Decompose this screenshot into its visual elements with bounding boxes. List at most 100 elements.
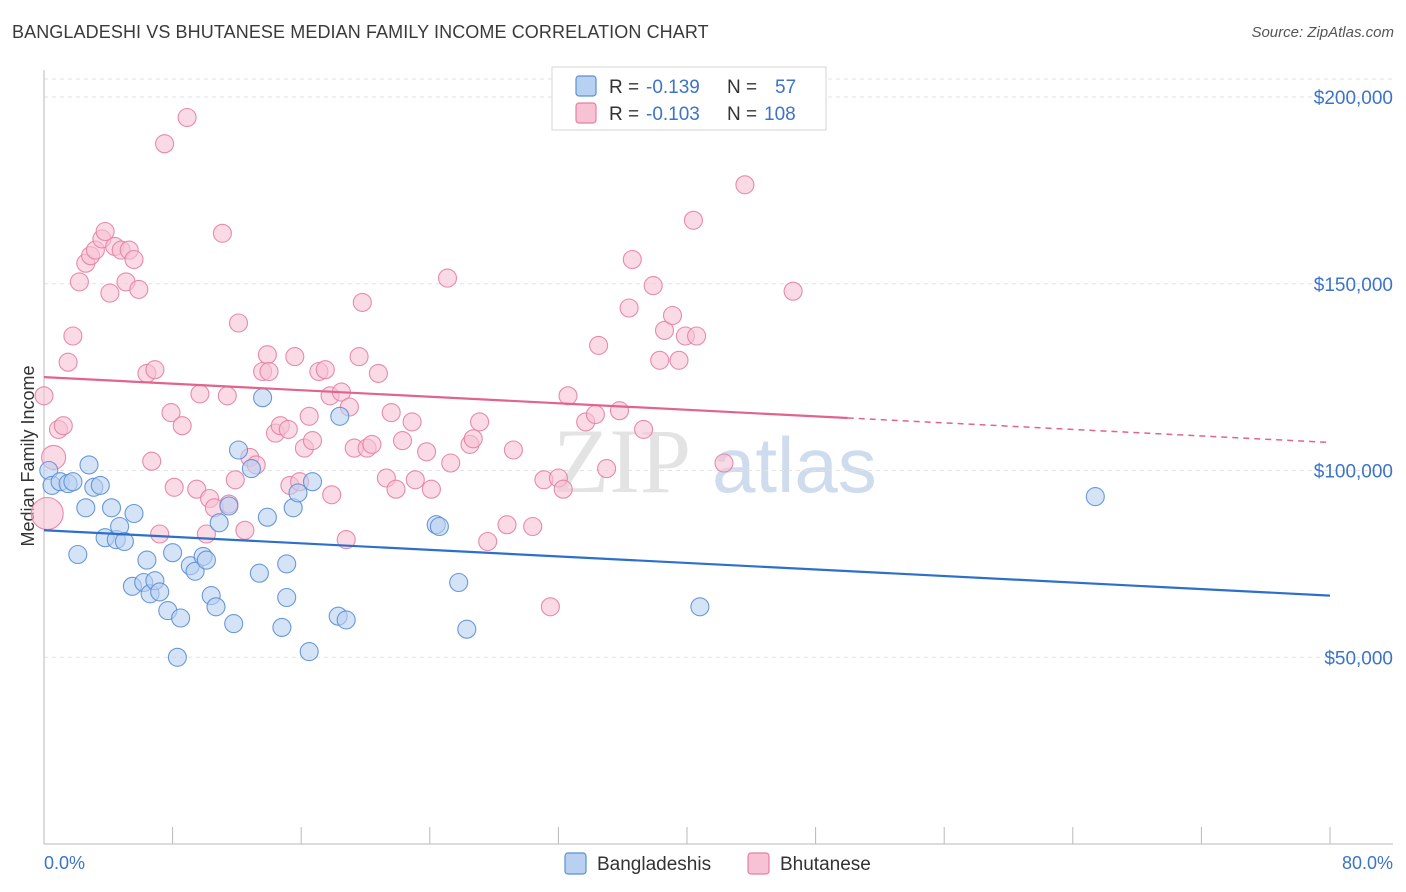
point-bhutanese: [540, 597, 560, 617]
point-bhutanese: [654, 320, 675, 340]
stats-n-value-blue: 57: [775, 77, 796, 98]
point-bhutanese: [558, 386, 578, 406]
point-bhutanese: [53, 416, 73, 436]
stats-n-label-blue: N =: [727, 77, 757, 98]
point-bhutanese: [650, 350, 670, 370]
stats-r-label-pink: R =: [609, 104, 639, 125]
legend: Bangladeshis Bhutanese: [564, 852, 871, 875]
point-bhutanese: [553, 479, 573, 499]
point-bhutanese: [417, 442, 437, 462]
point-bhutanese: [124, 249, 144, 270]
y-axis-tick-labels: $50,000 $100,000 $150,000 $200,000: [1314, 88, 1393, 669]
point-bhutanese: [687, 326, 707, 346]
point-bhutanese: [349, 347, 369, 367]
point-bangladeshis: [167, 647, 187, 667]
point-bhutanese: [597, 459, 617, 479]
point-bhutanese: [609, 401, 630, 421]
point-bhutanese: [662, 305, 683, 326]
y-tick-label: $150,000: [1314, 275, 1393, 296]
point-bhutanese: [405, 470, 425, 490]
point-bhutanese: [386, 479, 406, 499]
trend-line-bhutanese: [43, 376, 848, 420]
point-bangladeshis: [277, 587, 297, 608]
point-bhutanese: [735, 175, 755, 195]
point-bhutanese: [392, 431, 413, 451]
data-points: [30, 107, 1105, 667]
y-axis-label: Median Family Income: [18, 365, 38, 546]
point-bhutanese: [145, 360, 165, 380]
x-tick-label-min: 0.0%: [44, 853, 85, 873]
point-bhutanese: [129, 279, 149, 299]
point-bhutanese: [100, 283, 120, 303]
y-tick-label: $200,000: [1314, 88, 1393, 109]
legend-swatch-bhutanese: [747, 852, 770, 875]
point-bhutanese: [503, 440, 523, 460]
point-bhutanese: [497, 515, 517, 535]
legend-label-bhutanese: Bhutanese: [780, 854, 871, 875]
point-bhutanese: [619, 298, 639, 318]
point-bangladeshis: [219, 496, 239, 516]
point-bangladeshis: [124, 503, 144, 524]
point-bhutanese: [634, 419, 654, 439]
point-bangladeshis: [209, 513, 229, 533]
point-bangladeshis: [336, 610, 356, 630]
point-bhutanese: [58, 352, 78, 372]
stats-box: R = -0.139 N = 57 R = -0.103 N = 108: [551, 66, 827, 131]
watermark-atlas: atlas: [712, 421, 877, 509]
point-bhutanese: [315, 360, 335, 380]
x-axis-ticks: [43, 827, 1331, 844]
point-bhutanese: [235, 520, 255, 540]
point-bhutanese: [441, 453, 461, 473]
point-bhutanese: [302, 431, 323, 451]
point-bangladeshis: [1085, 487, 1105, 507]
trend-lines: [43, 376, 1331, 597]
point-bangladeshis: [163, 543, 183, 563]
point-bangladeshis: [76, 498, 96, 518]
point-bhutanese: [336, 530, 356, 550]
point-bangladeshis: [690, 597, 710, 617]
gridlines: [44, 78, 1393, 658]
point-bhutanese: [683, 210, 703, 230]
point-bhutanese: [362, 434, 382, 454]
point-bhutanese: [299, 406, 319, 426]
point-bhutanese: [402, 412, 422, 432]
point-bangladeshis: [228, 440, 249, 460]
point-bhutanese: [217, 386, 237, 406]
chart-source: Source: ZipAtlas.com: [1251, 24, 1394, 41]
stats-swatch-pink: [575, 102, 597, 124]
trend-line-bangladeshis: [43, 529, 1331, 597]
point-bhutanese: [187, 479, 207, 499]
y-tick-label: $100,000: [1314, 462, 1393, 483]
x-tick-label-max: 80.0%: [1342, 853, 1393, 873]
trend-line-bhutanese-dashed: [847, 417, 1331, 444]
stats-n-value-pink: 108: [764, 104, 796, 125]
point-bhutanese: [585, 404, 605, 425]
stats-r-value-blue: -0.139: [646, 77, 700, 98]
point-bangladeshis: [257, 507, 277, 527]
watermark: ZIP atlas: [553, 410, 877, 512]
point-bhutanese: [622, 249, 642, 270]
point-bangladeshis: [224, 614, 244, 634]
point-bangladeshis: [249, 563, 269, 583]
point-bhutanese: [161, 403, 181, 423]
point-bhutanese: [95, 221, 115, 242]
point-bhutanese: [228, 313, 249, 333]
point-bangladeshis: [330, 406, 350, 426]
point-bangladeshis: [68, 544, 88, 565]
point-bangladeshis: [114, 531, 134, 552]
point-bhutanese: [368, 363, 388, 383]
point-bangladeshis: [277, 554, 297, 574]
point-bangladeshis: [272, 617, 292, 637]
point-bhutanese: [589, 335, 609, 355]
point-bhutanese: [142, 451, 162, 471]
point-bangladeshis: [299, 642, 319, 662]
point-bhutanese: [164, 477, 184, 497]
point-bhutanese: [643, 276, 663, 296]
point-bhutanese: [155, 134, 175, 154]
point-bangladeshis: [206, 597, 226, 617]
point-bhutanese: [322, 485, 342, 505]
point-bhutanese: [463, 429, 483, 449]
point-bangladeshis: [137, 550, 157, 570]
stats-n-label-pink: N =: [727, 104, 757, 125]
